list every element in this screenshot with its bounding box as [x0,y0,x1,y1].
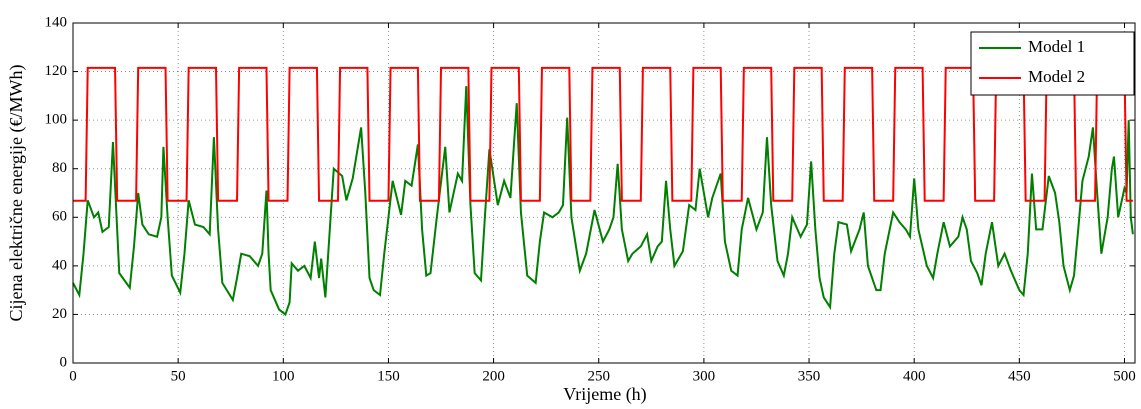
x-tick-label: 100 [272,368,295,384]
x-tick-label: 200 [482,368,505,384]
x-tick-label: 500 [1113,368,1136,384]
legend-label: Model 2 [1028,67,1085,86]
line-series [72,86,1134,317]
y-tick-label: 0 [60,354,68,370]
plot-area [73,23,1135,363]
legend-label: Model 1 [1028,37,1085,56]
y-tick-label: 40 [52,257,67,273]
x-tick-label: 0 [69,368,77,384]
y-tick-label: 120 [45,63,68,79]
x-tick-label: 50 [171,368,186,384]
x-tick-label: 250 [587,368,610,384]
x-tick-label: 350 [798,368,821,384]
x-tick-label: 150 [377,368,400,384]
y-tick-label: 80 [52,160,67,176]
legend-box [970,31,1135,96]
y-tick-label: 60 [52,209,67,225]
y-tick-label: 140 [45,14,68,30]
x-tick-label: 400 [903,368,926,384]
y-axis-label: Cijena električne energije (€/MWh) [6,64,27,321]
x-tick-label: 450 [1008,368,1031,384]
y-tick-label: 20 [52,306,67,322]
line-series [73,66,1133,202]
x-tick-label: 300 [693,368,716,384]
plot-frame [72,22,1136,364]
x-axis-label: Vrijeme (h) [563,384,646,405]
y-tick-label: 100 [45,112,68,128]
